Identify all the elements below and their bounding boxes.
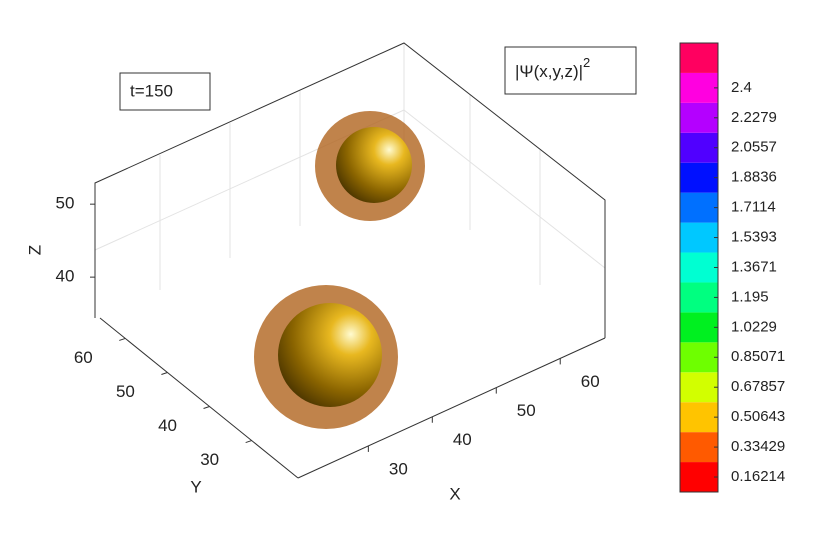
inner-core — [336, 127, 412, 203]
colorbar-segment — [680, 252, 718, 283]
colorbar-segment — [680, 102, 718, 133]
colorbar-segment — [680, 462, 718, 492]
box — [94, 42, 606, 479]
inner-core — [278, 303, 382, 407]
colorbar-segment — [680, 72, 718, 103]
annotation-box — [119, 72, 211, 111]
title-text: |Ψ(x,y,z)| — [515, 62, 583, 81]
colorbar-segment — [680, 162, 718, 193]
colorbar-segment — [680, 282, 718, 313]
colorbar-tick-label: 2.4 — [731, 79, 752, 96]
colorbar-tick-label: 1.7114 — [731, 199, 776, 216]
colorbar-segment — [680, 342, 718, 373]
colorbar-segment — [680, 402, 718, 433]
colorbar-segment — [680, 312, 718, 343]
z-label: Z — [25, 245, 44, 255]
colorbar-tick-label: 1.3671 — [731, 258, 777, 275]
colorbar-tick-label: 1.8836 — [731, 169, 777, 186]
colorbar-segment — [680, 222, 718, 253]
colorbar-tick-label: 2.0557 — [731, 139, 777, 156]
colorbar-tick-label: 0.16214 — [731, 468, 785, 485]
colorbar-tick-label: 1.0229 — [731, 318, 777, 335]
colorbar-tick-label: 0.67857 — [731, 378, 785, 395]
y-tick-label: 60 — [74, 348, 93, 367]
colorbar-tick-label: 0.85071 — [731, 348, 785, 365]
colorbar-segment — [680, 132, 718, 163]
colorbar-tick-label: 0.33429 — [731, 438, 785, 455]
x-tick-label: 30 — [389, 459, 408, 478]
annotation: t=150 — [130, 81, 173, 100]
colorbar-tick-label: 0.50643 — [731, 408, 785, 425]
title-sup: 2 — [583, 55, 590, 70]
colorbar-tick-label: 1.5393 — [731, 229, 777, 246]
colorbar-segment — [680, 432, 718, 463]
x-tick-label: 40 — [453, 430, 472, 449]
y-tick-label: 30 — [200, 450, 219, 469]
z-tick-label: 40 — [56, 267, 75, 286]
y-tick-label: 50 — [116, 382, 135, 401]
z-tick-label: 50 — [56, 194, 75, 213]
colorbar-segment — [680, 43, 718, 73]
y-tick — [203, 406, 210, 409]
y-tick — [245, 440, 252, 444]
isosurface — [254, 111, 425, 429]
y-tick — [119, 337, 126, 341]
colorbar-tick-label: 1.195 — [731, 288, 769, 305]
y-tick-label: 40 — [158, 416, 177, 435]
title-box — [504, 46, 637, 95]
y-label: Y — [190, 477, 201, 496]
x-label: X — [449, 484, 460, 503]
colorbar-segment — [680, 192, 718, 223]
x-tick-label: 60 — [581, 372, 600, 391]
chart-title: |Ψ(x,y,z)|2 — [515, 55, 590, 81]
y-tick — [161, 371, 168, 375]
x-tick-label: 50 — [517, 401, 536, 420]
colorbar-segment — [680, 372, 718, 403]
colorbar-tick-label: 2.2279 — [731, 109, 777, 126]
